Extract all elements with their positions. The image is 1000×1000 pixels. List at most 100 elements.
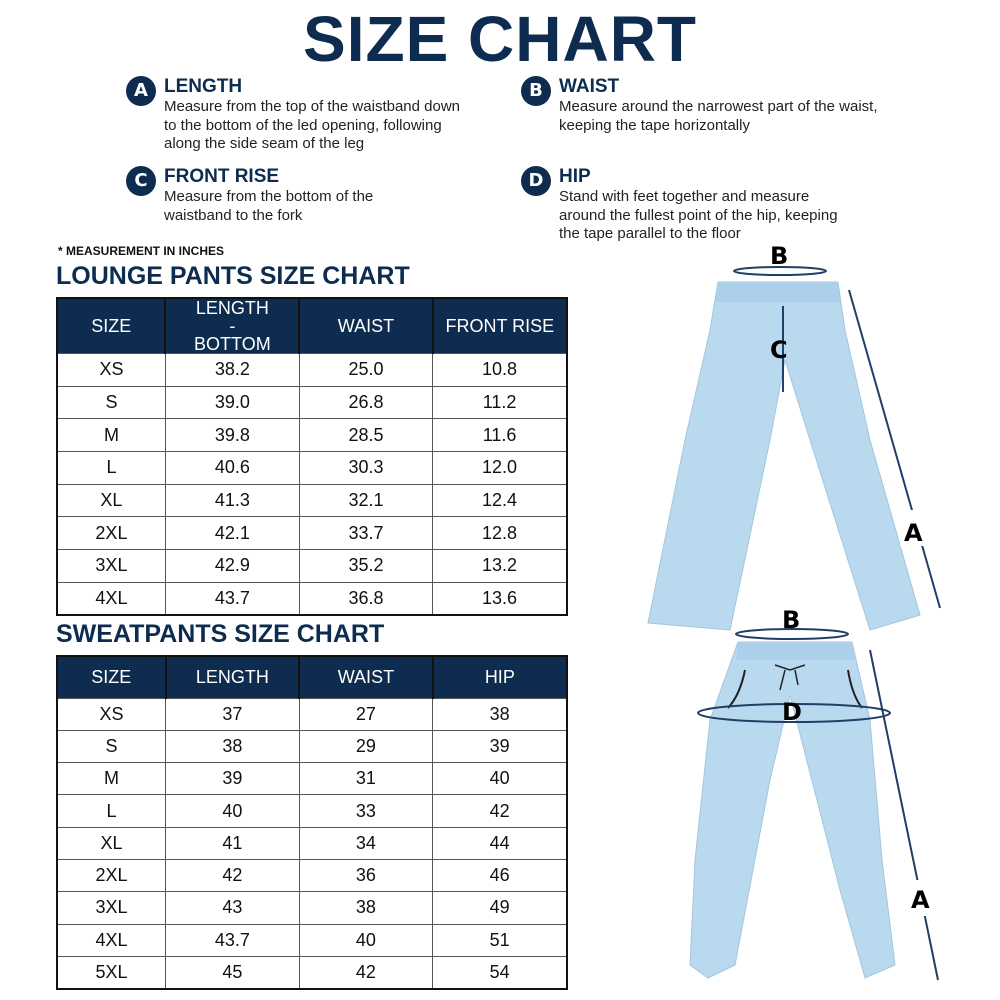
column-header: WAIST bbox=[298, 297, 434, 354]
measure-desc: Measure from the bottom of the waistband… bbox=[164, 188, 374, 224]
table-cell: 2XL bbox=[56, 858, 167, 893]
table-row: S 39.0 26.8 11.2 bbox=[56, 385, 568, 420]
label-b: B bbox=[770, 242, 788, 270]
table-cell: L bbox=[56, 794, 167, 828]
table-cell: 4XL bbox=[56, 923, 167, 957]
table-cell: 32.1 bbox=[298, 483, 434, 518]
table-cell: 43.7 bbox=[165, 923, 300, 957]
table-cell: 31 bbox=[298, 762, 434, 796]
table-cell: 40 bbox=[165, 794, 300, 828]
table-row: XS 38.2 25.0 10.8 bbox=[56, 353, 568, 387]
table-cell: 28.5 bbox=[298, 418, 434, 453]
table-cell: 29 bbox=[298, 729, 434, 764]
table-cell: 37 bbox=[165, 697, 300, 731]
table-cell: 38 bbox=[298, 891, 434, 925]
table-cell: 12.0 bbox=[432, 451, 568, 485]
lounge-title: LOUNGE PANTS SIZE CHART bbox=[56, 262, 410, 290]
table-cell: 44 bbox=[432, 826, 568, 860]
table-cell: L bbox=[56, 451, 166, 485]
table-row: L 40.6 30.3 12.0 bbox=[56, 451, 568, 485]
column-header: SIZE bbox=[55, 297, 167, 354]
table-cell: 13.2 bbox=[432, 549, 568, 583]
table-cell: 11.2 bbox=[432, 385, 568, 420]
table-cell: 11.6 bbox=[432, 418, 568, 453]
table-cell: 2XL bbox=[56, 516, 166, 551]
table-cell: 3XL bbox=[56, 891, 167, 925]
length-arrow bbox=[848, 289, 941, 609]
sweat-size-table: SIZE LENGTH WAIST HIP XS 37 27 38 S 38 29 39 M 39 31 40… bbox=[56, 655, 569, 990]
lounge-pants-image bbox=[647, 281, 921, 631]
measurement-note: * MEASUREMENT IN INCHES bbox=[58, 244, 225, 258]
table-row: 2XL 42 36 46 bbox=[56, 858, 568, 893]
label-c: C bbox=[770, 336, 788, 364]
measure-front-rise: C FRONT RISE Measure from the bottom of … bbox=[126, 166, 526, 225]
table-cell: 46 bbox=[432, 858, 568, 893]
measure-desc: Measure around the narrowest part of the… bbox=[559, 98, 878, 134]
table-cell: XS bbox=[56, 353, 166, 387]
badge-a: A bbox=[126, 76, 156, 106]
table-cell: 42.9 bbox=[164, 549, 300, 583]
column-header: SIZE bbox=[56, 655, 167, 698]
hip-tape bbox=[697, 703, 891, 723]
table-row: 4XL 43.7 40 51 bbox=[56, 923, 568, 957]
measure-name: LENGTH bbox=[164, 76, 243, 97]
table-cell: 33.7 bbox=[298, 516, 434, 551]
measure-name: HIP bbox=[559, 166, 591, 187]
table-row: L 40 33 42 bbox=[56, 794, 568, 828]
table-cell: 42 bbox=[165, 858, 300, 893]
label-b: B bbox=[782, 606, 800, 634]
table-cell: XL bbox=[56, 483, 166, 518]
label-a: A bbox=[904, 519, 923, 547]
table-cell: 38.2 bbox=[164, 353, 300, 387]
table-cell: 25.0 bbox=[298, 353, 434, 387]
waist-tape bbox=[733, 266, 827, 276]
table-row: 3XL 43 38 49 bbox=[56, 891, 568, 925]
table-cell: 41.3 bbox=[164, 483, 300, 518]
table-row: 5XL 45 42 54 bbox=[56, 955, 568, 990]
table-row: 3XL 42.9 35.2 13.2 bbox=[56, 549, 568, 583]
table-cell: 45 bbox=[165, 955, 300, 990]
table-cell: 26.8 bbox=[298, 385, 434, 420]
table-row: M 39 31 40 bbox=[56, 762, 568, 796]
column-header: LENGTH bbox=[164, 655, 301, 698]
page-title: SIZE CHART bbox=[303, 3, 697, 75]
table-cell: 43.7 bbox=[164, 581, 300, 616]
measure-hip: D HIP Stand with feet together and measu… bbox=[521, 166, 921, 244]
table-cell: 38 bbox=[165, 729, 300, 764]
table-cell: 54 bbox=[432, 955, 568, 990]
measure-desc: Stand with feet together and measure aro… bbox=[559, 188, 838, 242]
column-header: LENGTH - BOTTOM bbox=[164, 297, 301, 354]
table-cell: 36.8 bbox=[298, 581, 434, 616]
table-row: 2XL 42.1 33.7 12.8 bbox=[56, 516, 568, 551]
table-row: 4XL 43.7 36.8 13.6 bbox=[56, 581, 568, 616]
table-cell: 4XL bbox=[56, 581, 166, 616]
table-cell: S bbox=[56, 729, 167, 764]
sweatpants-image bbox=[689, 641, 896, 979]
sweat-title: SWEATPANTS SIZE CHART bbox=[56, 620, 385, 648]
table-cell: 42 bbox=[432, 794, 568, 828]
table-cell: 42 bbox=[298, 955, 434, 990]
measure-waist: B WAIST Measure around the narrowest par… bbox=[521, 76, 921, 135]
table-row: XL 41.3 32.1 12.4 bbox=[56, 483, 568, 518]
table-cell: M bbox=[56, 418, 166, 453]
table-cell: 27 bbox=[298, 697, 434, 731]
label-d: D bbox=[782, 698, 802, 726]
pants-diagram: B C A B D A bbox=[647, 242, 941, 981]
table-cell: XS bbox=[56, 697, 167, 731]
table-row: S 38 29 39 bbox=[56, 729, 568, 764]
measure-name: FRONT RISE bbox=[164, 166, 280, 187]
label-a: A bbox=[911, 886, 930, 914]
table-cell: 39.8 bbox=[164, 418, 300, 453]
column-header: HIP bbox=[431, 655, 569, 698]
table-cell: 40.6 bbox=[164, 451, 300, 485]
table-cell: XL bbox=[56, 826, 167, 860]
waist-tape bbox=[735, 628, 849, 640]
table-cell: 43 bbox=[165, 891, 300, 925]
table-cell: 33 bbox=[298, 794, 434, 828]
column-header: WAIST bbox=[298, 655, 434, 698]
table-cell: 49 bbox=[432, 891, 568, 925]
table-row: M 39.8 28.5 11.6 bbox=[56, 418, 568, 453]
table-cell: 41 bbox=[165, 826, 300, 860]
table-cell: 51 bbox=[432, 923, 568, 957]
table-cell: 13.6 bbox=[432, 581, 568, 616]
